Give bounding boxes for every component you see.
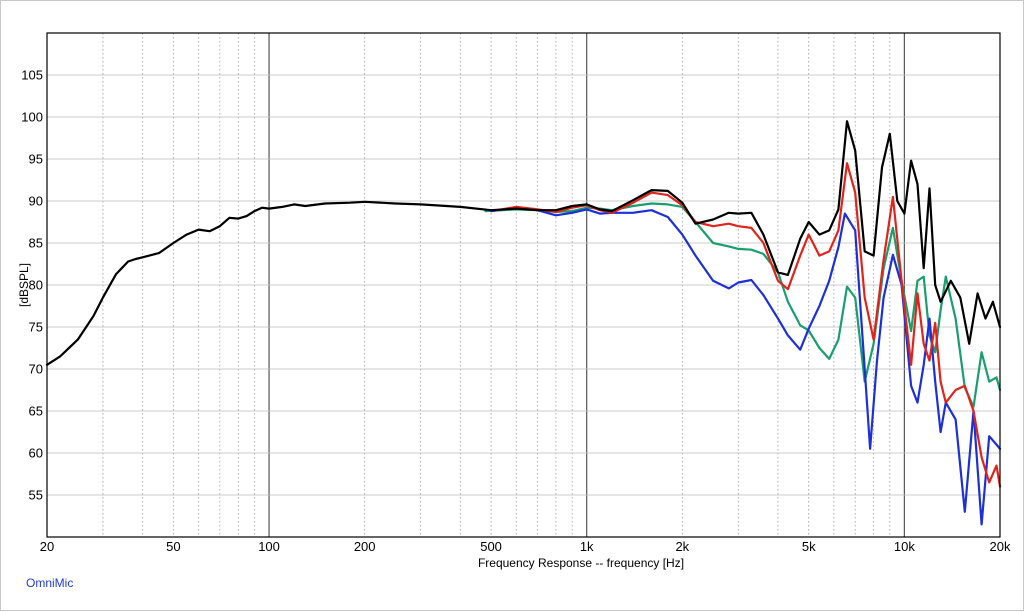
- x-tick-label: 50: [166, 539, 180, 554]
- y-tick-label: 60: [29, 446, 43, 461]
- plot-border: [46, 32, 1001, 538]
- y-tick-label: 65: [29, 404, 43, 419]
- y-tick-label: 75: [29, 320, 43, 335]
- x-tick-label: 20k: [990, 539, 1011, 554]
- y-axis-label: [dBSPL]: [17, 263, 31, 307]
- brand-label: OmniMic: [26, 576, 74, 590]
- series-line-4: [45, 120, 1002, 366]
- x-tick-label: 200: [354, 539, 376, 554]
- series-line-2: [490, 206, 1002, 526]
- x-tick-label: 20: [40, 539, 54, 554]
- x-tick-label: 2k: [675, 539, 689, 554]
- x-tick-label: 10k: [894, 539, 915, 554]
- y-tick-label: 70: [29, 362, 43, 377]
- y-tick-label: 100: [21, 110, 43, 125]
- x-axis-label: Frequency Response -- frequency [Hz]: [478, 556, 684, 570]
- y-tick-label: 80: [29, 278, 43, 293]
- y-tick-label: 95: [29, 152, 43, 167]
- series-line-3: [495, 162, 1002, 488]
- y-tick-label: 55: [29, 488, 43, 503]
- x-tick-label: 5k: [802, 539, 816, 554]
- y-tick-label: 85: [29, 236, 43, 251]
- x-tick-label: 100: [258, 539, 280, 554]
- x-tick-label: 500: [480, 539, 502, 554]
- y-tick-label: 90: [29, 194, 43, 209]
- y-tick-label: 105: [21, 68, 43, 83]
- x-tick-label: 1k: [580, 539, 594, 554]
